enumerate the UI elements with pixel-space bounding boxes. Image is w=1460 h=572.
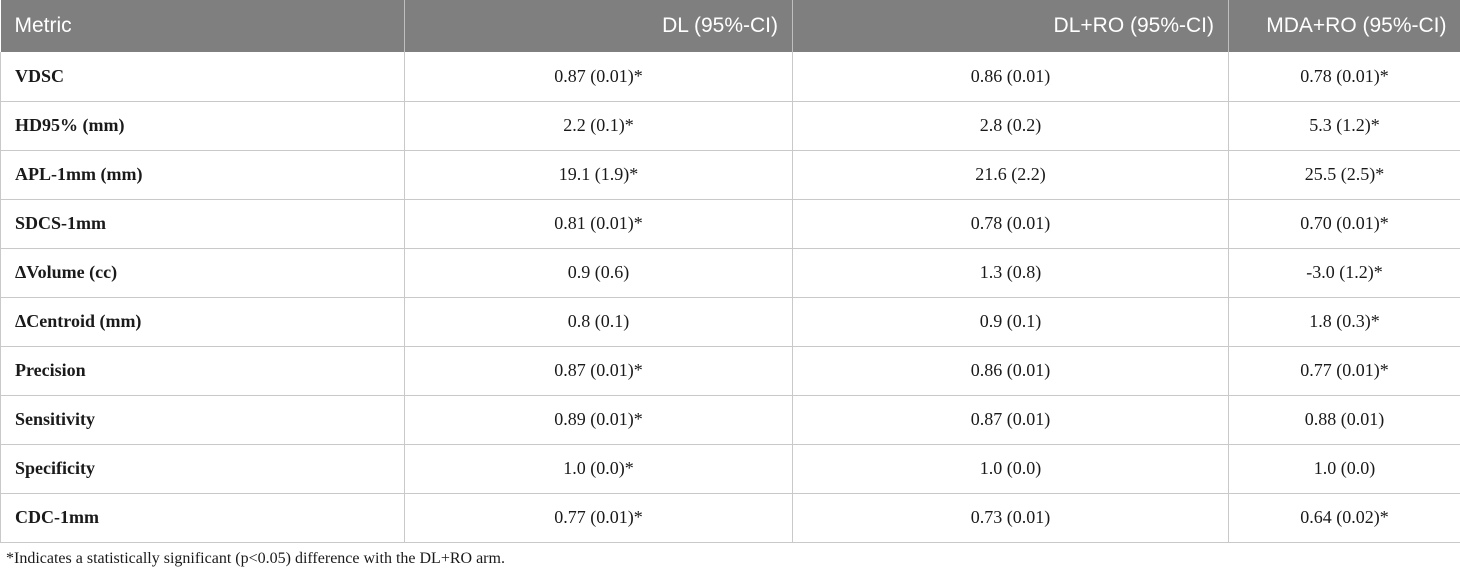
- table-row: SDCS-1mm 0.81 (0.01)* 0.78 (0.01) 0.70 (0.0…: [0, 198, 1460, 249]
- table-header: Metric DL (95%-CI) DL+RO (95%-CI) MDA+RO…: [0, 0, 1460, 52]
- table-row: CDC-1mm 0.77 (0.01)* 0.73 (0.01) 0.64 (0.02…: [0, 492, 1460, 543]
- mda-ro-value-cell: 0.88 (0.01): [1228, 394, 1460, 445]
- dl-ro-value-cell: 0.86 (0.01): [792, 345, 1229, 396]
- metric-cell: HD95% (mm): [0, 100, 405, 151]
- dl-value-cell: 0.77 (0.01)*: [404, 492, 793, 543]
- dl-value-cell: 0.87 (0.01)*: [404, 52, 793, 102]
- mda-ro-value-cell: 0.77 (0.01)*: [1228, 345, 1460, 396]
- table-row: Specificity 1.0 (0.0)* 1.0 (0.0) 1.0 (0.0): [0, 443, 1460, 494]
- metric-cell: Sensitivity: [0, 394, 405, 445]
- column-header-dl: DL (95%-CI): [404, 0, 793, 52]
- dl-ro-value-cell: 2.8 (0.2): [792, 100, 1229, 151]
- table-row: VDSC 0.87 (0.01)* 0.86 (0.01) 0.78 (0.01)*: [0, 52, 1460, 102]
- metric-cell: VDSC: [0, 52, 405, 102]
- dl-value-cell: 0.89 (0.01)*: [404, 394, 793, 445]
- metric-cell: APL-1mm (mm): [0, 149, 405, 200]
- column-header-dl-ro: DL+RO (95%-CI): [792, 0, 1229, 52]
- table-row: HD95% (mm) 2.2 (0.1)* 2.8 (0.2) 5.3 (1.2)*: [0, 100, 1460, 151]
- dl-ro-value-cell: 1.3 (0.8): [792, 247, 1229, 298]
- dl-value-cell: 19.1 (1.9)*: [404, 149, 793, 200]
- dl-ro-value-cell: 0.78 (0.01): [792, 198, 1229, 249]
- mda-ro-value-cell: 1.8 (0.3)*: [1228, 296, 1460, 347]
- table-row: Sensitivity 0.89 (0.01)* 0.87 (0.01) 0.88 (…: [0, 394, 1460, 445]
- dl-value-cell: 0.8 (0.1): [404, 296, 793, 347]
- metric-cell: ΔVolume (cc): [0, 247, 405, 298]
- dl-ro-value-cell: 0.9 (0.1): [792, 296, 1229, 347]
- metric-cell: CDC-1mm: [0, 492, 405, 543]
- dl-value-cell: 0.87 (0.01)*: [404, 345, 793, 396]
- dl-value-cell: 2.2 (0.1)*: [404, 100, 793, 151]
- dl-ro-value-cell: 1.0 (0.0): [792, 443, 1229, 494]
- metric-cell: Specificity: [0, 443, 405, 494]
- metric-cell: SDCS-1mm: [0, 198, 405, 249]
- footnote: *Indicates a statistically significant (…: [6, 550, 505, 567]
- mda-ro-value-cell: 1.0 (0.0): [1228, 443, 1460, 494]
- dl-value-cell: 0.81 (0.01)*: [404, 198, 793, 249]
- metric-cell: ΔCentroid (mm): [0, 296, 405, 347]
- metric-cell: Precision: [0, 345, 405, 396]
- mda-ro-value-cell: 0.64 (0.02)*: [1228, 492, 1460, 543]
- table-body: VDSC 0.87 (0.01)* 0.86 (0.01) 0.78 (0.01)* H…: [0, 52, 1460, 543]
- mda-ro-value-cell: -3.0 (1.2)*: [1228, 247, 1460, 298]
- mda-ro-value-cell: 0.78 (0.01)*: [1228, 52, 1460, 102]
- dl-ro-value-cell: 0.86 (0.01): [792, 52, 1229, 102]
- column-header-metric: Metric: [0, 0, 405, 52]
- dl-ro-value-cell: 21.6 (2.2): [792, 149, 1229, 200]
- mda-ro-value-cell: 5.3 (1.2)*: [1228, 100, 1460, 151]
- table-row: Precision 0.87 (0.01)* 0.86 (0.01) 0.77 (0.…: [0, 345, 1460, 396]
- dl-value-cell: 1.0 (0.0)*: [404, 443, 793, 494]
- column-header-mda-ro: MDA+RO (95%-CI): [1266, 14, 1447, 37]
- dl-ro-value-cell: 0.87 (0.01): [792, 394, 1229, 445]
- mda-ro-value-cell: 0.70 (0.01)*: [1228, 198, 1460, 249]
- header-row: Metric DL (95%-CI) DL+RO (95%-CI) MDA+RO…: [0, 0, 1460, 52]
- table-row: ΔVolume (cc) 0.9 (0.6) 1.3 (0.8) -3.0 (1.2)…: [0, 247, 1460, 298]
- mda-ro-value-cell: 25.5 (2.5)*: [1228, 149, 1460, 200]
- dl-value-cell: 0.9 (0.6): [404, 247, 793, 298]
- dl-ro-value-cell: 0.73 (0.01): [792, 492, 1229, 543]
- results-table: Metric DL (95%-CI) DL+RO (95%-CI) MDA+RO…: [0, 0, 1460, 543]
- table-row: ΔCentroid (mm) 0.8 (0.1) 0.9 (0.1) 1.8 (0.3…: [0, 296, 1460, 347]
- table-row: APL-1mm (mm) 19.1 (1.9)* 21.6 (2.2) 25.5 (2…: [0, 149, 1460, 200]
